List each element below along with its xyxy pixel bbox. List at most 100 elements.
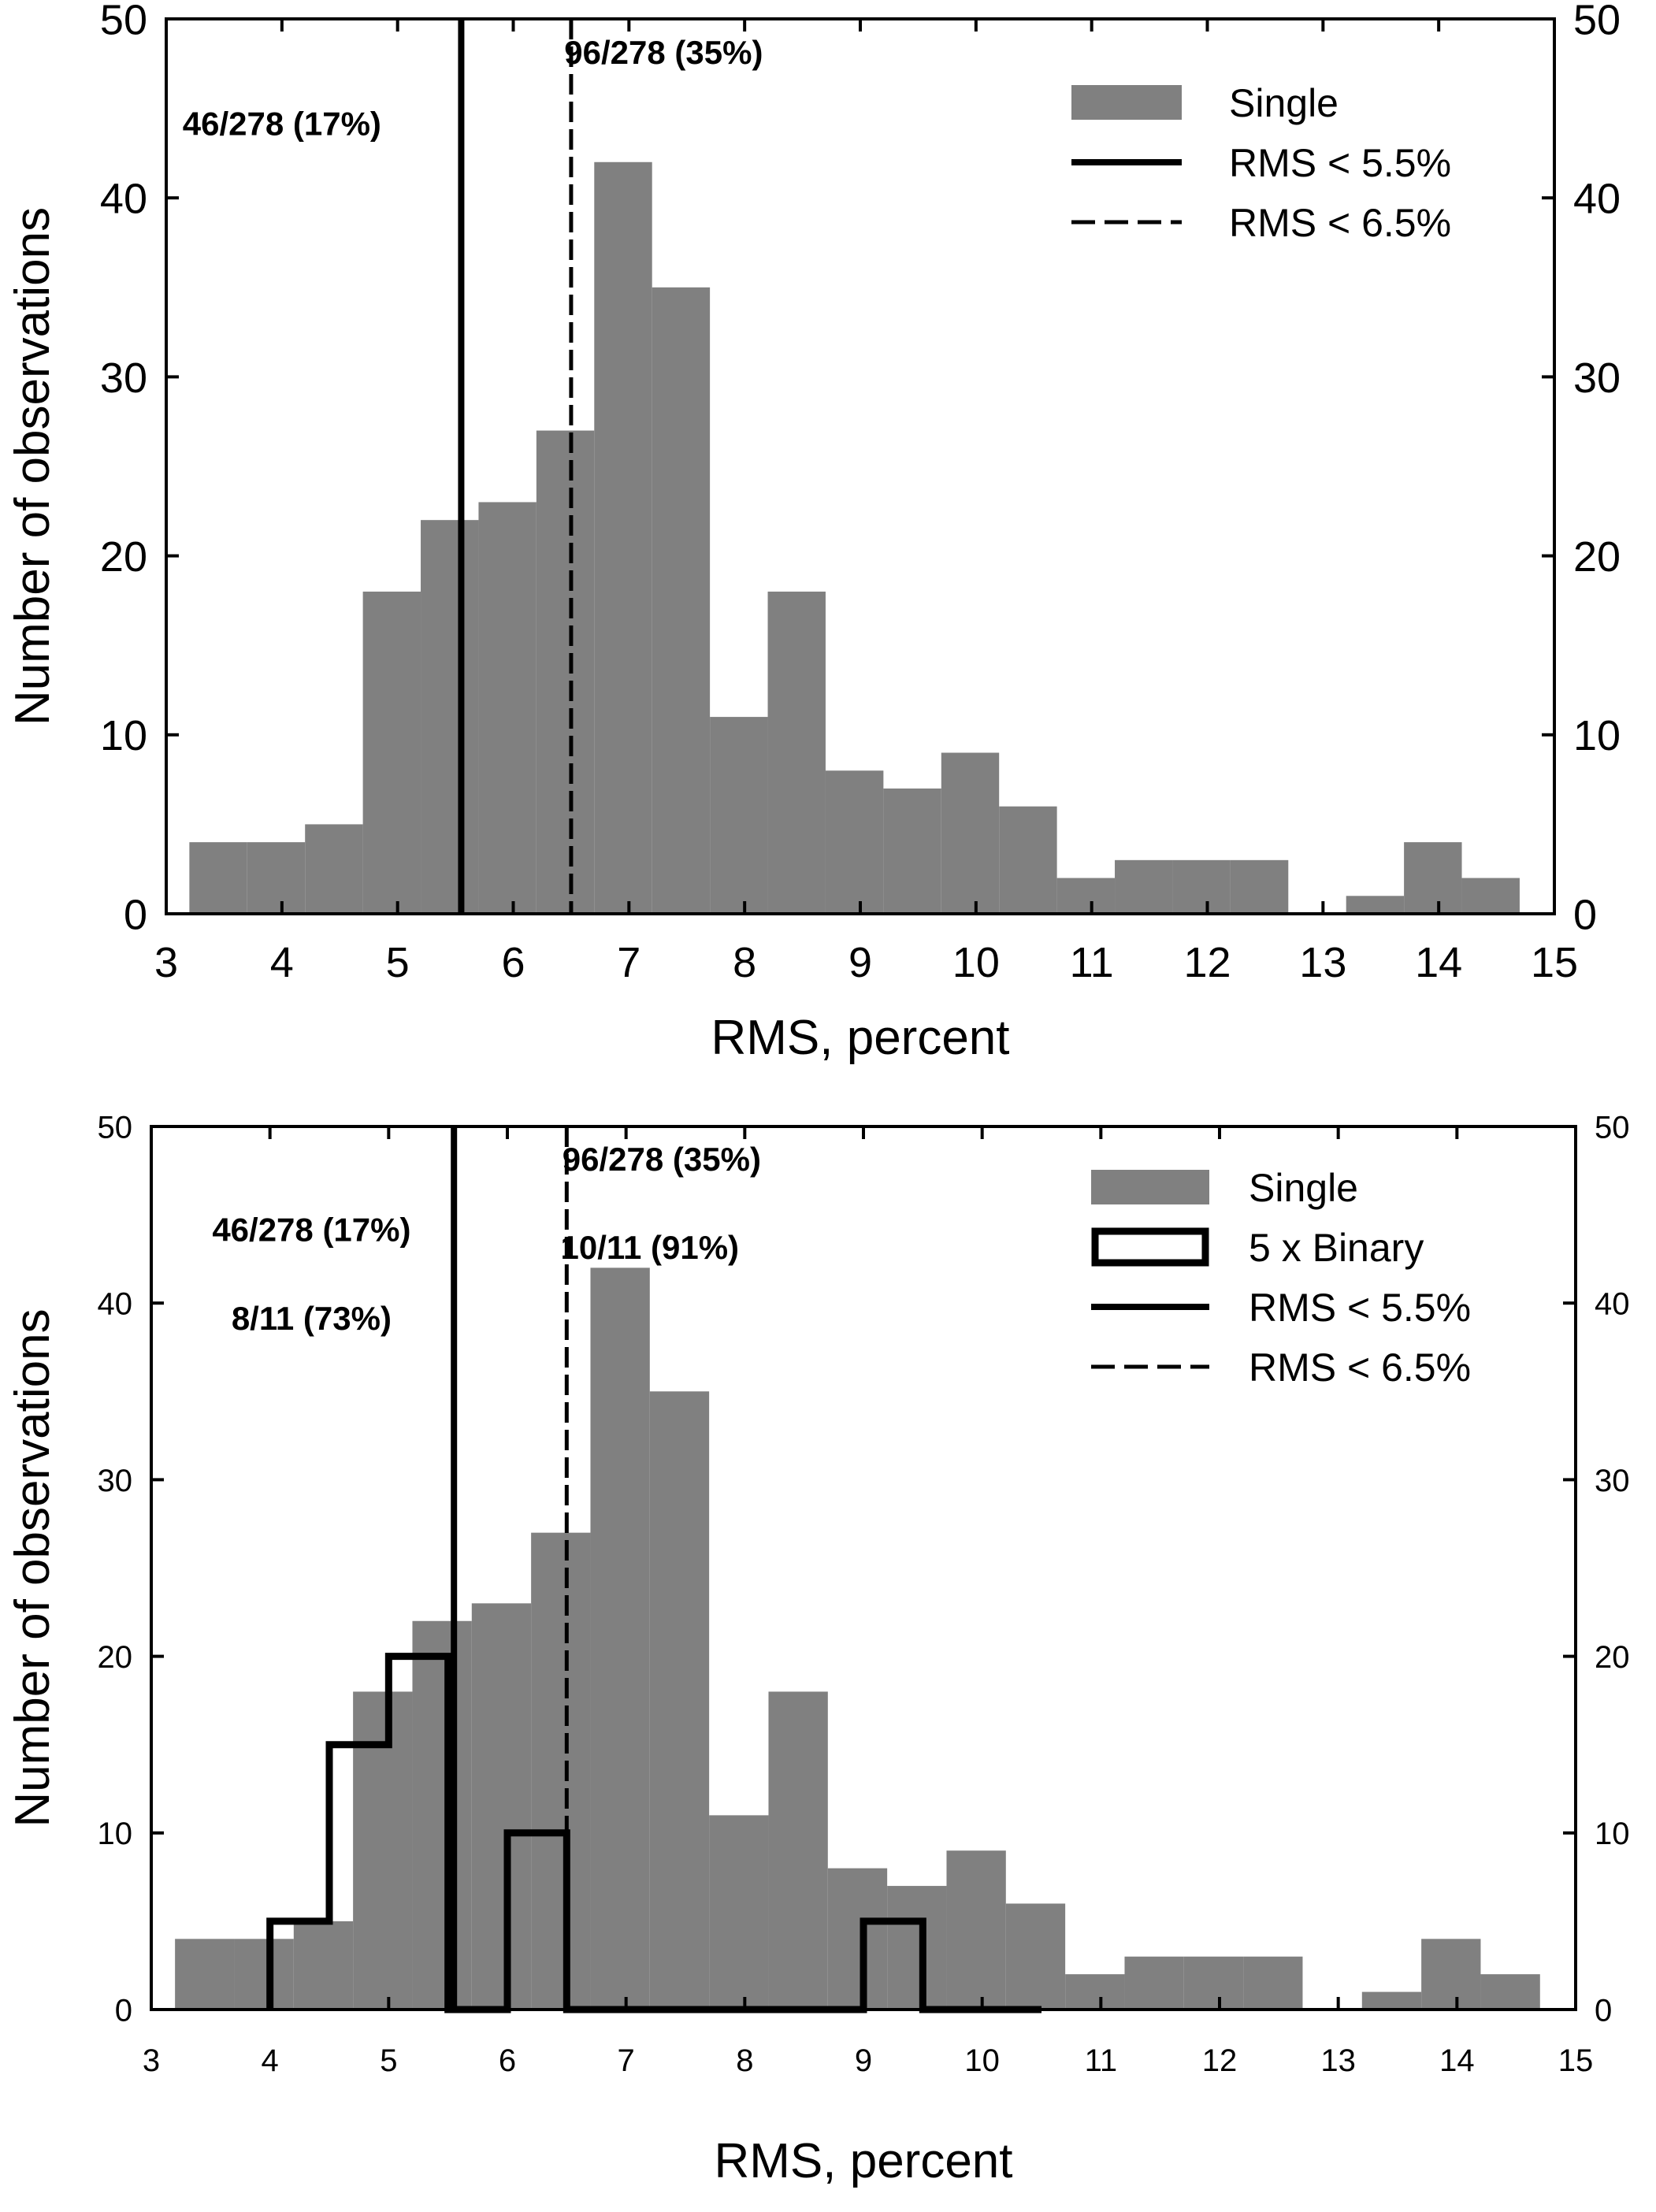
single-bar-11 bbox=[825, 770, 884, 914]
x-axis-title: RMS, percent bbox=[711, 1011, 1009, 1065]
y-tick-label: 10 bbox=[100, 712, 147, 759]
single-bar-7 bbox=[590, 1267, 650, 2010]
single-bar-3 bbox=[353, 1691, 413, 2010]
single-bar-2 bbox=[305, 824, 363, 914]
single-bar-15 bbox=[1065, 1974, 1125, 2010]
single-bar-22 bbox=[1461, 878, 1520, 914]
single-bar-13 bbox=[946, 1850, 1006, 2010]
y-tick-label-right: 0 bbox=[1595, 1993, 1612, 2028]
y-tick-label: 20 bbox=[98, 1640, 133, 1675]
x-tick-label: 4 bbox=[262, 2043, 279, 2078]
legend: Single RMS < 5.5% RMS < 6.5% bbox=[1071, 81, 1451, 245]
x-tick-label: 13 bbox=[1299, 939, 1346, 986]
y-tick-label-right: 50 bbox=[1573, 0, 1621, 43]
legend-label-rms-6-5: RMS < 6.5% bbox=[1249, 1345, 1471, 1390]
x-tick-label: 12 bbox=[1183, 939, 1231, 986]
annotation-0: 46/278 (17%) bbox=[183, 106, 381, 143]
single-bar-3 bbox=[362, 592, 421, 914]
single-bar-6 bbox=[536, 430, 595, 914]
single-bar-21 bbox=[1421, 1939, 1481, 2010]
single-bar-10 bbox=[767, 592, 826, 914]
single-bar-4 bbox=[421, 520, 479, 914]
single-bar-17 bbox=[1172, 859, 1231, 914]
x-tick-label: 6 bbox=[501, 939, 525, 986]
legend: Single 5 x Binary RMS < 5.5% RMS < 6.5% bbox=[1091, 1166, 1471, 1390]
x-tick-label: 6 bbox=[499, 2043, 516, 2078]
x-tick-label: 5 bbox=[380, 2043, 397, 2078]
y-tick-label: 0 bbox=[115, 1993, 132, 2028]
single-bar-0 bbox=[175, 1939, 235, 2010]
y-axis-title: Number of observations bbox=[6, 1308, 60, 1827]
x-tick-label: 10 bbox=[964, 2043, 1000, 2078]
legend-swatch-single bbox=[1071, 85, 1182, 120]
single-bar-20 bbox=[1361, 1991, 1422, 2010]
single-bar-5 bbox=[478, 502, 537, 914]
single-bar-20 bbox=[1346, 896, 1405, 914]
legend-swatch-single bbox=[1091, 1170, 1209, 1204]
single-bar-0 bbox=[189, 842, 247, 914]
single-bar-10 bbox=[768, 1691, 828, 2010]
annotation-0: 46/278 (17%) bbox=[212, 1212, 410, 1249]
y-tick-label: 20 bbox=[100, 533, 147, 581]
legend-label-single: Single bbox=[1249, 1166, 1358, 1210]
y-tick-label: 30 bbox=[98, 1464, 133, 1498]
single-bar-13 bbox=[941, 752, 1000, 914]
y-tick-label-right: 40 bbox=[1573, 176, 1621, 223]
single-bar-17 bbox=[1183, 1956, 1244, 2010]
single-bar-18 bbox=[1243, 1956, 1303, 2010]
x-tick-label: 13 bbox=[1320, 2043, 1356, 2078]
single-bar-9 bbox=[710, 717, 768, 914]
single-bar-12 bbox=[887, 1886, 947, 2010]
x-tick-label: 14 bbox=[1415, 939, 1462, 986]
annotation-2: 96/278 (35%) bbox=[563, 1141, 761, 1178]
x-tick-label: 10 bbox=[952, 939, 1000, 986]
single-bar-8 bbox=[652, 287, 711, 914]
y-axis-title: Number of observations bbox=[6, 207, 60, 726]
single-bar-22 bbox=[1480, 1974, 1540, 2010]
y-tick-label: 50 bbox=[100, 0, 147, 43]
x-tick-label: 11 bbox=[1085, 2043, 1118, 2078]
y-tick-label-right: 0 bbox=[1573, 891, 1597, 938]
single-bar-5 bbox=[471, 1603, 532, 2010]
y-tick-label-right: 10 bbox=[1595, 1817, 1630, 1851]
x-tick-label: 4 bbox=[270, 939, 294, 986]
single-bar-2 bbox=[293, 1921, 354, 2010]
y-tick-label-right: 30 bbox=[1595, 1464, 1630, 1498]
y-tick-label: 40 bbox=[100, 176, 147, 223]
y-tick-label: 50 bbox=[98, 1110, 133, 1145]
single-bar-14 bbox=[999, 806, 1057, 914]
x-tick-label: 11 bbox=[1070, 939, 1114, 986]
single-bar-11 bbox=[827, 1868, 888, 2010]
x-tick-label: 9 bbox=[855, 2043, 872, 2078]
single-bar-1 bbox=[247, 842, 306, 914]
single-bar-21 bbox=[1404, 842, 1462, 914]
binary-step-line bbox=[266, 1653, 1041, 2013]
single-bar-8 bbox=[649, 1391, 710, 2010]
legend-label-5-x-binary: 5 x Binary bbox=[1249, 1226, 1424, 1270]
legend-label-rms-5-5: RMS < 5.5% bbox=[1229, 141, 1451, 185]
y-tick-label: 0 bbox=[124, 891, 147, 938]
y-tick-label-right: 30 bbox=[1573, 354, 1621, 402]
single-bar-1 bbox=[234, 1939, 294, 2010]
legend-label-single: Single bbox=[1229, 81, 1339, 125]
single-bar-6 bbox=[531, 1532, 591, 2010]
y-tick-label: 40 bbox=[98, 1287, 133, 1322]
y-tick-label: 10 bbox=[98, 1817, 133, 1851]
y-tick-label-right: 20 bbox=[1595, 1640, 1630, 1675]
single-bar-15 bbox=[1056, 878, 1116, 914]
y-tick-label-right: 40 bbox=[1595, 1287, 1630, 1322]
annotation-1: 8/11 (73%) bbox=[232, 1300, 392, 1337]
single-bar-12 bbox=[883, 788, 941, 914]
x-tick-label: 15 bbox=[1558, 2043, 1594, 2078]
legend-label-rms-6-5: RMS < 6.5% bbox=[1229, 201, 1451, 245]
x-tick-label: 12 bbox=[1202, 2043, 1238, 2078]
single-bar-4 bbox=[412, 1620, 472, 2010]
x-tick-label: 14 bbox=[1439, 2043, 1475, 2078]
x-tick-label: 8 bbox=[736, 2043, 753, 2078]
single-bar-18 bbox=[1230, 859, 1289, 914]
single-bar-16 bbox=[1115, 859, 1173, 914]
x-tick-label: 3 bbox=[154, 939, 178, 986]
x-tick-label: 5 bbox=[386, 939, 410, 986]
